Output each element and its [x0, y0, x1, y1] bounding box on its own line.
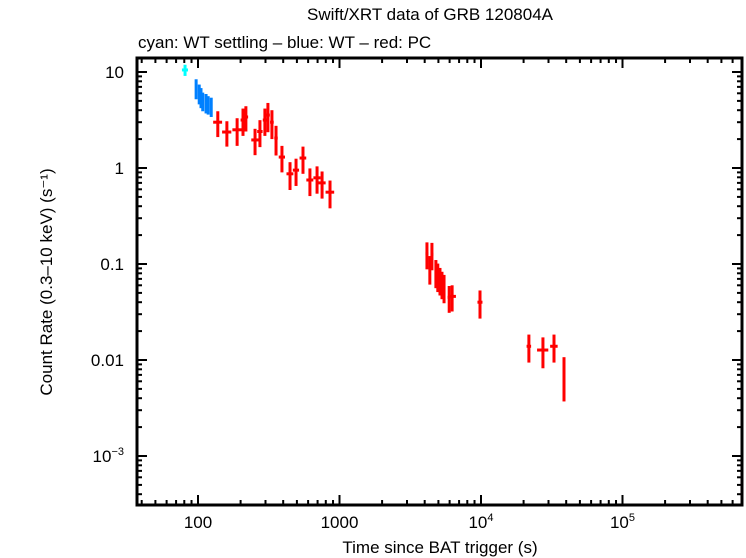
data-point: [428, 256, 432, 285]
data-point: [206, 96, 210, 115]
data-point: [313, 166, 321, 194]
data-point: [442, 274, 446, 304]
data-point: [251, 128, 259, 156]
data-point: [425, 242, 429, 270]
data-point: [181, 64, 189, 76]
data-point: [204, 93, 208, 114]
data-point: [222, 121, 232, 147]
data-point: [325, 180, 335, 209]
data-point: [274, 125, 278, 156]
y-tick-label: 0.01: [91, 351, 124, 370]
x-tick-label: 100: [184, 513, 212, 532]
series-wt-settling: [181, 64, 189, 76]
data-point: [243, 106, 249, 132]
data-point: [292, 158, 300, 186]
y-tick-label: 1: [115, 159, 124, 178]
data-point: [430, 242, 434, 271]
data-point: [537, 337, 549, 369]
x-axis-label: Time since BAT trigger (s): [342, 538, 537, 557]
y-tick-labels: 10 1 0.1 0.01 10−3: [91, 63, 124, 466]
chart-subtitle: cyan: WT settling – blue: WT – red: PC: [138, 33, 431, 52]
data-point: [213, 111, 223, 138]
x-tick-exponent: 5: [629, 512, 635, 524]
data-point: [299, 146, 307, 174]
chart-title: Swift/XRT data of GRB 120804A: [307, 5, 554, 24]
x-tick-label: 105: [610, 512, 635, 532]
x-tick-labels: 100 1000 104 105: [184, 512, 635, 532]
data-point: [232, 118, 242, 146]
data-point: [278, 145, 286, 173]
axis-ticks: [137, 58, 742, 505]
data-point: [194, 79, 198, 100]
data-point: [436, 263, 440, 293]
x-tick-label: 104: [468, 512, 493, 532]
data-point: [270, 110, 274, 140]
data-point: [526, 334, 532, 363]
x-tick-exponent: 4: [487, 512, 493, 524]
series-pc: [213, 102, 566, 402]
data-point: [286, 162, 294, 190]
series-wt: [194, 79, 213, 117]
data-point: [262, 108, 267, 136]
y-tick-label: 10: [105, 63, 124, 82]
y-tick-label: 10−3: [93, 446, 124, 466]
plot-frame: [135, 56, 744, 507]
y-tick-exponent: −3: [111, 446, 124, 458]
x-tick-label: 1000: [321, 513, 359, 532]
y-tick-label: 0.1: [100, 255, 124, 274]
data-point: [209, 97, 213, 117]
y-axis-label: Count Rate (0.3–10 keV) (s⁻¹): [37, 168, 56, 395]
data-point: [448, 285, 456, 312]
data-marks: [181, 64, 566, 402]
data-point: [265, 102, 270, 133]
data-point: [201, 92, 205, 112]
data-point: [477, 290, 483, 319]
data-point: [306, 168, 314, 197]
data-point: [447, 285, 451, 313]
data-point: [257, 120, 263, 148]
data-point: [318, 171, 326, 199]
data-point: [550, 334, 558, 363]
data-point: [562, 357, 566, 402]
